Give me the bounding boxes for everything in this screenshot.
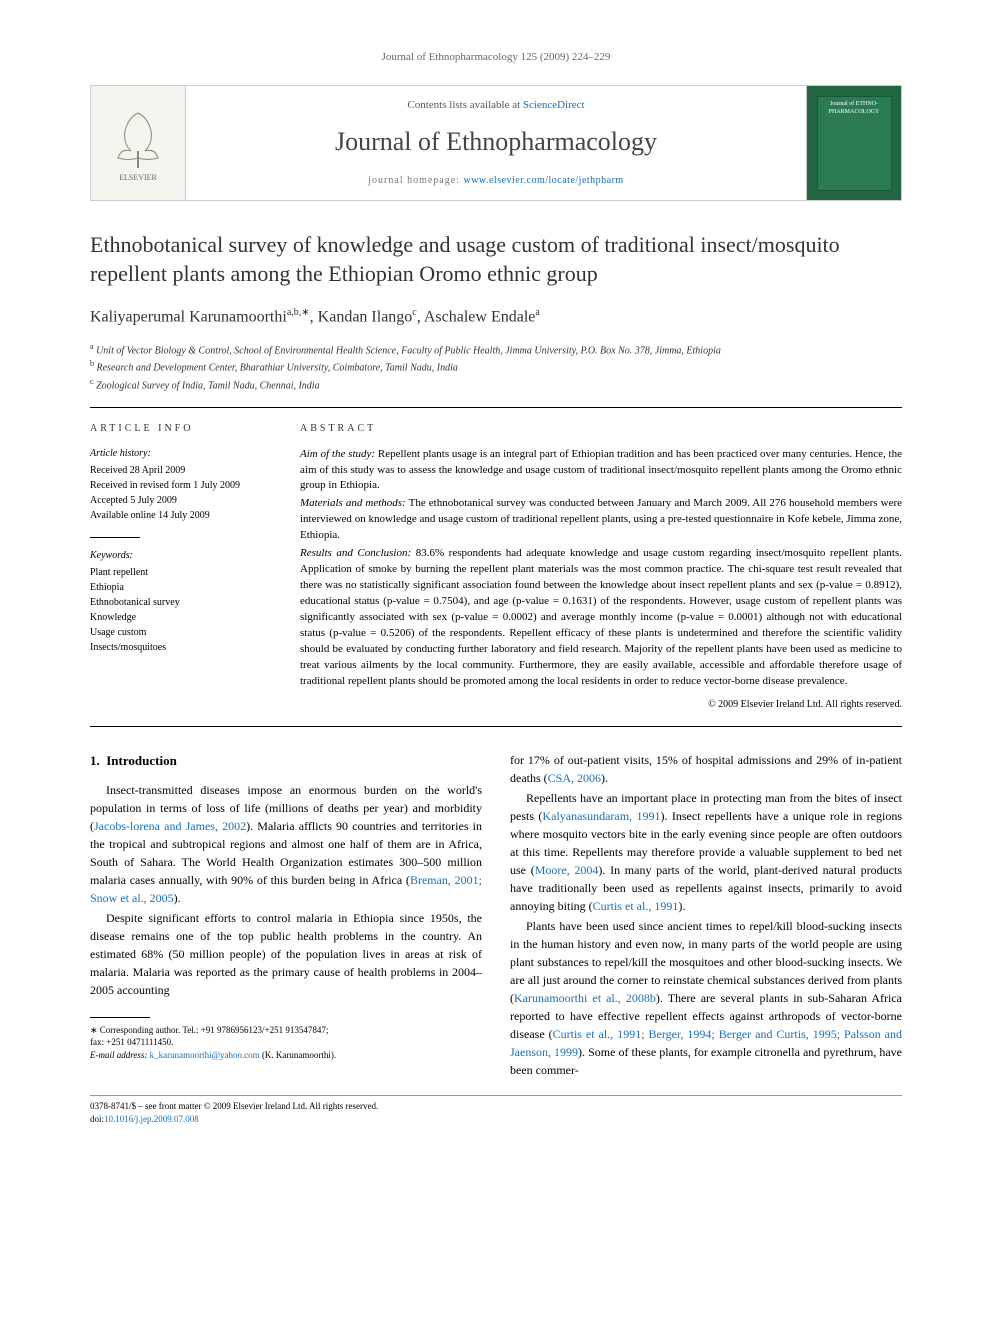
body-paragraph: Repellents have an important place in pr… <box>510 789 902 915</box>
masthead-center: Contents lists available at ScienceDirec… <box>186 86 806 200</box>
affiliations: a Unit of Vector Biology & Control, Scho… <box>90 341 902 393</box>
keyword: Insects/mosquitoes <box>90 640 270 655</box>
citation-link[interactable]: Karunamoorthi et al., 2008b <box>514 991 656 1005</box>
keywords-label: Keywords: <box>90 548 270 563</box>
affiliation-c: c Zoological Survey of India, Tamil Nadu… <box>90 376 902 393</box>
elsevier-tree-icon: ELSEVIER <box>103 103 173 183</box>
author-1-sup: a,b,∗ <box>287 307 310 318</box>
keyword: Ethnobotanical survey <box>90 595 270 610</box>
footnotes: ∗ Corresponding author. Tel.: +91 978695… <box>90 1024 482 1062</box>
doi-link[interactable]: 10.1016/j.jep.2009.07.008 <box>104 1114 199 1124</box>
section-heading: 1. Introduction <box>90 751 482 771</box>
keyword: Ethiopia <box>90 580 270 595</box>
history-item: Received in revised form 1 July 2009 <box>90 478 270 493</box>
footer-doi: doi:10.1016/j.jep.2009.07.008 <box>90 1113 902 1126</box>
abstract-heading: ABSTRACT <box>300 422 902 437</box>
cover-thumbnail-box: Journal of ETHNO-PHARMACOLOGY <box>806 86 901 200</box>
abstract-results: Results and Conclusion: 83.6% respondent… <box>300 546 902 689</box>
citation-link[interactable]: Jacobs-lorena and James, 2002 <box>94 819 246 833</box>
journal-cover-icon: Journal of ETHNO-PHARMACOLOGY <box>817 96 892 191</box>
abstract-aim: Aim of the study: Repellent plants usage… <box>300 447 902 495</box>
email-link[interactable]: k_karunamoorthi@yahoo.com <box>150 1050 260 1060</box>
article-info-heading: ARTICLE INFO <box>90 422 270 436</box>
divider <box>90 726 902 727</box>
author-3-sup: a <box>535 307 539 318</box>
history-item: Received 28 April 2009 <box>90 463 270 478</box>
abstract-copyright: © 2009 Elsevier Ireland Ltd. All rights … <box>300 698 902 713</box>
abstract-methods: Materials and methods: The ethnobotanica… <box>300 496 902 544</box>
column-left: 1. Introduction Insect-transmitted disea… <box>90 751 482 1081</box>
citation-link[interactable]: Kalyanasundaram, 1991 <box>542 809 660 823</box>
history-item: Accepted 5 July 2009 <box>90 493 270 508</box>
info-abstract-row: ARTICLE INFO Article history: Received 2… <box>90 422 902 712</box>
corresponding-email: E-mail address: k_karunamoorthi@yahoo.co… <box>90 1049 482 1062</box>
abstract: ABSTRACT Aim of the study: Repellent pla… <box>300 422 902 712</box>
citation-link[interactable]: Moore, 2004 <box>535 863 599 877</box>
keyword: Knowledge <box>90 610 270 625</box>
body-paragraph: Despite significant efforts to control m… <box>90 909 482 999</box>
article-history: Article history: Received 28 April 2009 … <box>90 446 270 523</box>
body-paragraph: Insect-transmitted diseases impose an en… <box>90 781 482 907</box>
footnote-divider <box>90 1017 150 1018</box>
running-header: Journal of Ethnopharmacology 125 (2009) … <box>90 50 902 65</box>
contents-available-text: Contents lists available at <box>407 99 522 111</box>
publisher-logo-box: ELSEVIER <box>91 86 186 200</box>
keyword: Plant repellent <box>90 565 270 580</box>
page-footer: 0378-8741/$ – see front matter © 2009 El… <box>90 1095 902 1125</box>
keywords-block: Keywords: Plant repellent Ethiopia Ethno… <box>90 548 270 655</box>
homepage-link[interactable]: www.elsevier.com/locate/jethpharm <box>463 175 623 186</box>
affiliation-a: a Unit of Vector Biology & Control, Scho… <box>90 341 902 358</box>
author-1: Kaliyaperumal Karunamoorthi <box>90 309 287 326</box>
journal-name: Journal of Ethnopharmacology <box>196 124 796 160</box>
article-info: ARTICLE INFO Article history: Received 2… <box>90 422 270 712</box>
body-paragraph: Plants have been used since ancient time… <box>510 917 902 1079</box>
authors-line: Kaliyaperumal Karunamoorthia,b,∗, Kandan… <box>90 306 902 329</box>
homepage-line: journal homepage: www.elsevier.com/locat… <box>196 174 796 188</box>
homepage-label: journal homepage: <box>368 175 463 186</box>
citation-link[interactable]: CSA, 2006 <box>548 771 601 785</box>
author-2: , Kandan Ilango <box>310 309 413 326</box>
svg-text:ELSEVIER: ELSEVIER <box>119 173 157 182</box>
author-3: , Aschalew Endale <box>417 309 536 326</box>
column-right: for 17% of out-patient visits, 15% of ho… <box>510 751 902 1081</box>
affiliation-b: b Research and Development Center, Bhara… <box>90 358 902 375</box>
history-item: Available online 14 July 2009 <box>90 508 270 523</box>
history-label: Article history: <box>90 446 270 461</box>
article-title: Ethnobotanical survey of knowledge and u… <box>90 231 902 288</box>
body-paragraph: for 17% of out-patient visits, 15% of ho… <box>510 751 902 787</box>
corresponding-fax: fax: +251 0471111450. <box>90 1036 482 1049</box>
sciencedirect-link[interactable]: ScienceDirect <box>523 99 585 111</box>
contents-available-line: Contents lists available at ScienceDirec… <box>196 98 796 113</box>
footer-copyright: 0378-8741/$ – see front matter © 2009 El… <box>90 1100 902 1113</box>
body-columns: 1. Introduction Insect-transmitted disea… <box>90 751 902 1081</box>
info-divider <box>90 537 140 538</box>
journal-masthead: ELSEVIER Contents lists available at Sci… <box>90 85 902 201</box>
corresponding-author: ∗ Corresponding author. Tel.: +91 978695… <box>90 1024 482 1037</box>
keyword: Usage custom <box>90 625 270 640</box>
citation-link[interactable]: Curtis et al., 1991 <box>593 899 679 913</box>
divider <box>90 407 902 408</box>
